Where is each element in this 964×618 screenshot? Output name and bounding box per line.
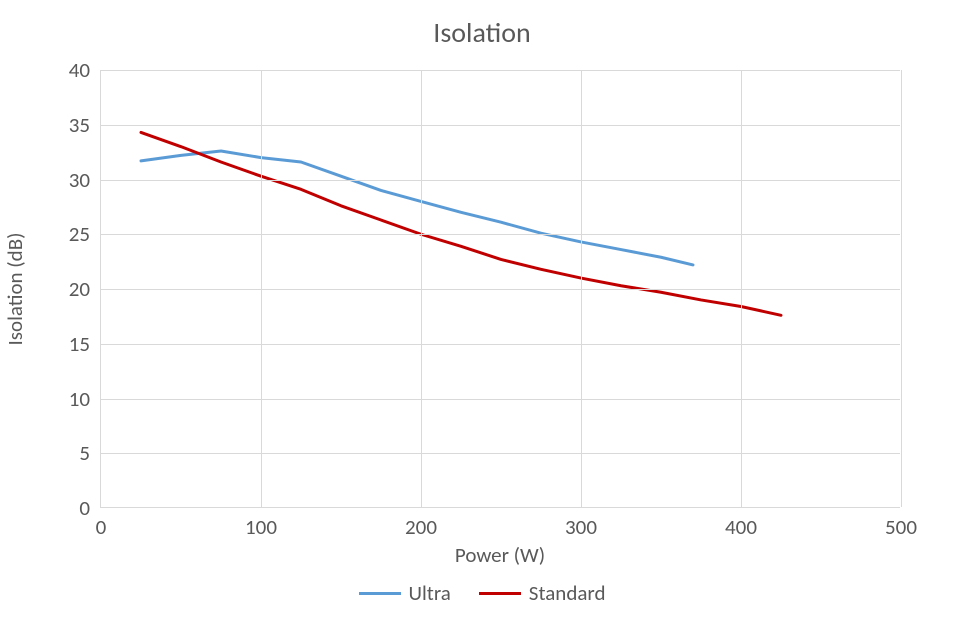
- legend-swatch: [479, 592, 521, 595]
- x-tick-label: 500: [885, 514, 917, 540]
- x-tick-label: 0: [96, 514, 107, 540]
- isolation-chart: Isolation 010020030040050005101520253035…: [0, 0, 964, 618]
- plot-area: 01002003004005000510152025303540: [100, 70, 900, 508]
- grid-line-horizontal: [101, 289, 900, 290]
- x-tick-label: 400: [725, 514, 757, 540]
- grid-line-horizontal: [101, 180, 900, 181]
- grid-line-vertical: [901, 70, 902, 507]
- x-axis-label: Power (W): [100, 542, 900, 568]
- y-tick-label: 5: [79, 440, 90, 466]
- grid-line-horizontal: [101, 70, 900, 71]
- series-line-standard: [141, 132, 781, 315]
- y-tick-label: 10: [69, 386, 90, 412]
- grid-line-horizontal: [101, 399, 900, 400]
- legend-item-standard: Standard: [479, 580, 606, 606]
- x-tick-label: 100: [245, 514, 277, 540]
- y-tick-label: 20: [69, 276, 90, 302]
- y-tick-label: 0: [79, 495, 90, 521]
- legend-swatch: [359, 592, 401, 595]
- series-line-ultra: [141, 151, 693, 265]
- legend-label: Standard: [529, 580, 606, 606]
- legend-label: Ultra: [409, 580, 451, 606]
- legend: Ultra Standard: [0, 580, 964, 606]
- grid-line-horizontal: [101, 125, 900, 126]
- y-tick-label: 35: [69, 112, 90, 138]
- y-axis-label: Isolation (dB): [2, 70, 28, 508]
- y-tick-label: 25: [69, 221, 90, 247]
- y-tick-label: 30: [69, 167, 90, 193]
- legend-item-ultra: Ultra: [359, 580, 451, 606]
- chart-title: Isolation: [0, 15, 964, 50]
- grid-line-horizontal: [101, 344, 900, 345]
- x-tick-label: 200: [405, 514, 437, 540]
- y-tick-label: 15: [69, 331, 90, 357]
- y-tick-label: 40: [69, 57, 90, 83]
- x-tick-label: 300: [565, 514, 597, 540]
- grid-line-horizontal: [101, 453, 900, 454]
- grid-line-horizontal: [101, 234, 900, 235]
